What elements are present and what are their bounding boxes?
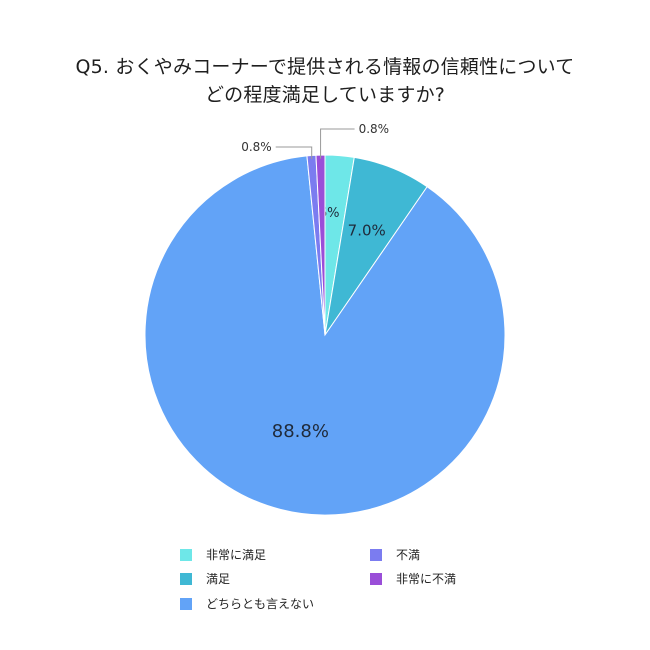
leader-line-5	[320, 128, 355, 159]
legend-label: 満足	[206, 572, 231, 586]
data-label-4: 0.8%	[241, 140, 272, 154]
legend-item-4: 不満	[370, 546, 420, 563]
legend-swatch	[370, 548, 382, 561]
legend-label: どちらとも言えない	[206, 597, 315, 611]
legend-item-5: 非常に不満	[370, 570, 456, 587]
legend-item-2: 満足	[180, 570, 230, 587]
chart-title: Q5. おくやみコーナーで提供される情報の信頼性について	[75, 56, 575, 78]
data-label-5: 0.8%	[359, 122, 390, 136]
legend-item-3: どちらとも言えない	[180, 595, 314, 612]
legend-swatch	[180, 597, 192, 610]
legend-swatch	[370, 572, 382, 585]
leader-line-4	[275, 146, 313, 160]
legend-label: 非常に不満	[396, 572, 457, 586]
chart-subtitle: どの程度満足していますか?	[204, 84, 446, 106]
legend-item-1: 非常に満足	[180, 546, 266, 563]
pie-slice-3	[144, 155, 506, 516]
legend-swatch	[180, 548, 192, 561]
legend-swatch	[180, 572, 192, 585]
data-label-2: 7.0%	[348, 221, 386, 239]
data-label-3: 88.8%	[272, 421, 329, 442]
legend-label: 非常に満足	[206, 548, 267, 562]
legend-label: 不満	[396, 548, 421, 562]
